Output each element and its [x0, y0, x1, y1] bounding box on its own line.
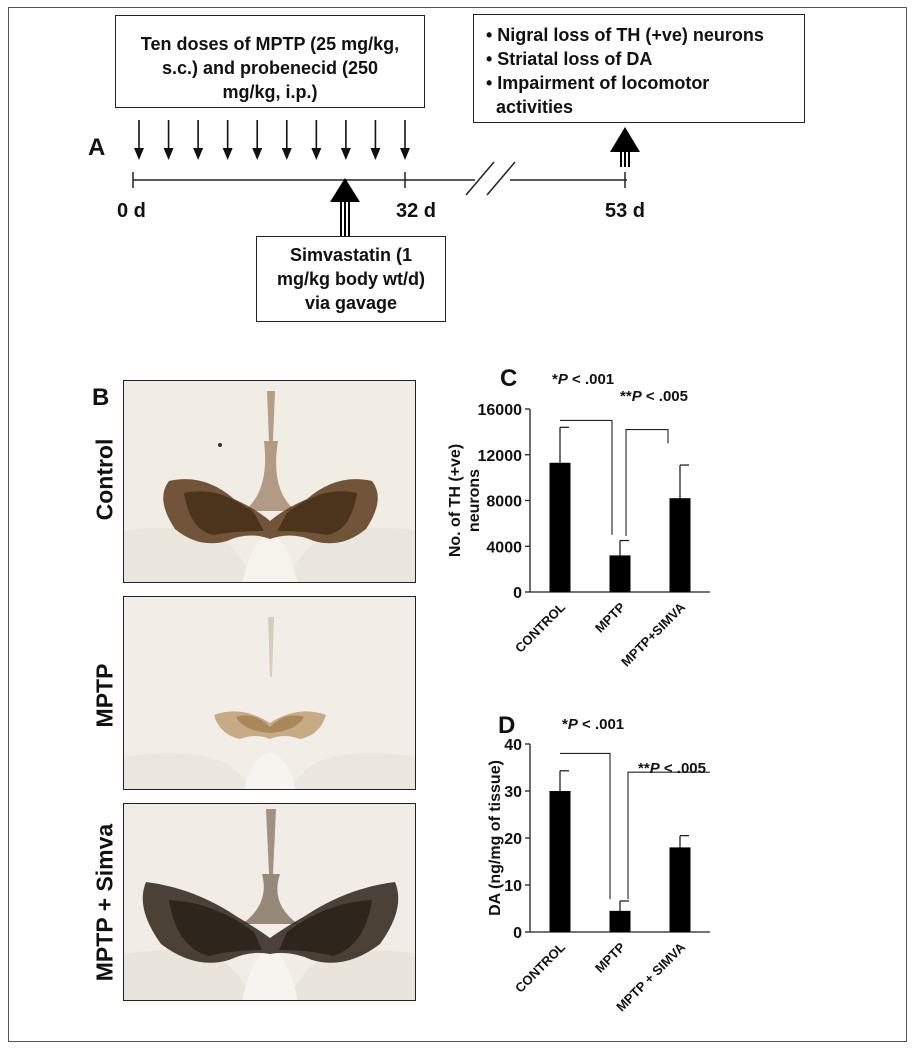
y-tick-label: 30 [504, 784, 522, 801]
timeline-break-mark [486, 161, 516, 196]
brain-section-mptp-simva [123, 803, 416, 1001]
x-tick-label: CONTROL [512, 599, 568, 655]
outcomes-list: • Nigral loss of TH (+ve) neurons • Stri… [486, 23, 804, 119]
x-tick-label: CONTROL [512, 939, 568, 995]
dose-arrow-head [193, 148, 204, 160]
simva-box-line-1: Simvastatin (1 [289, 245, 413, 265]
significance-label: **P < .005 [620, 388, 688, 405]
y-tick-label: 40 [504, 737, 522, 754]
dose-arrow-head [134, 148, 144, 160]
significance-label: *P < .001 [562, 716, 624, 733]
day-label-start: 0 d [117, 200, 146, 222]
simvastatin-arrow [330, 178, 360, 236]
figure-frame [8, 7, 907, 1042]
row-label-mptp: MPTP [91, 663, 118, 728]
dose-arrow-head [340, 148, 351, 160]
y-axis-label: No. of TH (+ve) neurons [447, 444, 483, 557]
significance-bracket [625, 429, 669, 536]
brain-section-control [123, 380, 416, 583]
y-tick-label: 4000 [486, 539, 522, 556]
panel-b-letter: B [92, 384, 110, 411]
y-tick-label: 0 [513, 925, 522, 942]
mptp-box-line-2: s.c.) and probenecid (250 [161, 58, 379, 78]
row-label-mptp-simva: MPTP + Simva [91, 823, 118, 982]
dose-arrow-head [281, 148, 292, 160]
bar [549, 462, 571, 592]
y-axis-label-line: No. of TH (+ve) [447, 444, 464, 557]
mptp-box-line-1: Ten doses of MPTP (25 mg/kg, [140, 34, 400, 54]
x-tick-label: MPTP [592, 939, 628, 975]
y-axis-label: DA (ng/mg of tissue) [487, 760, 504, 916]
brain-section-mptp [123, 596, 416, 790]
simva-box-line-2: mg/kg body wt/d) [277, 269, 425, 289]
dose-arrow-head [252, 148, 263, 160]
day-label-end: 53 d [605, 200, 646, 222]
bar [669, 498, 691, 592]
outcome-arrow [610, 127, 640, 167]
timeline-break-mark [465, 161, 495, 196]
significance-label: **P < .005 [638, 760, 706, 777]
chart-c-th-neurons: 0 4000 8000 12000 16000 No. of TH (+ve) neuron… [447, 371, 710, 669]
day-label-mid: 32 d [396, 200, 437, 222]
dose-arrow-head [400, 148, 410, 160]
outcome-item: • Striatal loss of DA [486, 49, 653, 69]
bar [609, 555, 631, 592]
y-tick-label: 10 [504, 878, 522, 895]
dose-arrow-head [222, 148, 233, 160]
bar [549, 791, 571, 932]
y-tick-label: 0 [513, 585, 522, 602]
dose-arrow-head [311, 148, 322, 160]
bar [669, 847, 691, 932]
y-tick-label: 12000 [478, 448, 523, 465]
outcomes-box: • Nigral loss of TH (+ve) neurons • Stri… [473, 14, 805, 123]
simvastatin-box: Simvastatin (1 mg/kg body wt/d) via gava… [256, 236, 446, 322]
y-axis-label-line: neurons [466, 469, 483, 532]
timeline-diagram [132, 120, 640, 236]
outcome-item: • Impairment of locomotor [486, 73, 710, 93]
simva-box-line-3: via gavage [304, 293, 398, 313]
panel-c-letter: C [500, 365, 518, 392]
significance-bracket [627, 771, 710, 900]
panel-a-letter: A [88, 134, 106, 161]
mptp-box-line-3: mg/kg, i.p.) [222, 82, 318, 102]
mptp-dose-arrows [134, 120, 410, 160]
row-label-control: Control [91, 438, 118, 521]
dose-arrow-head [370, 148, 381, 160]
outcome-item: activities [496, 97, 574, 117]
dose-arrow-head [163, 148, 174, 160]
significance-bracket [560, 752, 611, 900]
significance-label: *P < .001 [552, 371, 614, 388]
x-tick-label: MPTP [592, 599, 628, 635]
bar [609, 910, 631, 932]
outcome-item: • Nigral loss of TH (+ve) neurons [486, 25, 764, 45]
y-tick-label: 8000 [486, 494, 522, 511]
y-tick-label: 16000 [478, 402, 523, 419]
x-tick-label: MPTP+SIMVA [618, 599, 688, 669]
panel-d-letter: D [498, 712, 516, 739]
significance-bracket [560, 419, 613, 535]
mptp-dosing-box: Ten doses of MPTP (25 mg/kg, s.c.) and p… [115, 15, 425, 108]
y-tick-label: 20 [504, 831, 522, 848]
